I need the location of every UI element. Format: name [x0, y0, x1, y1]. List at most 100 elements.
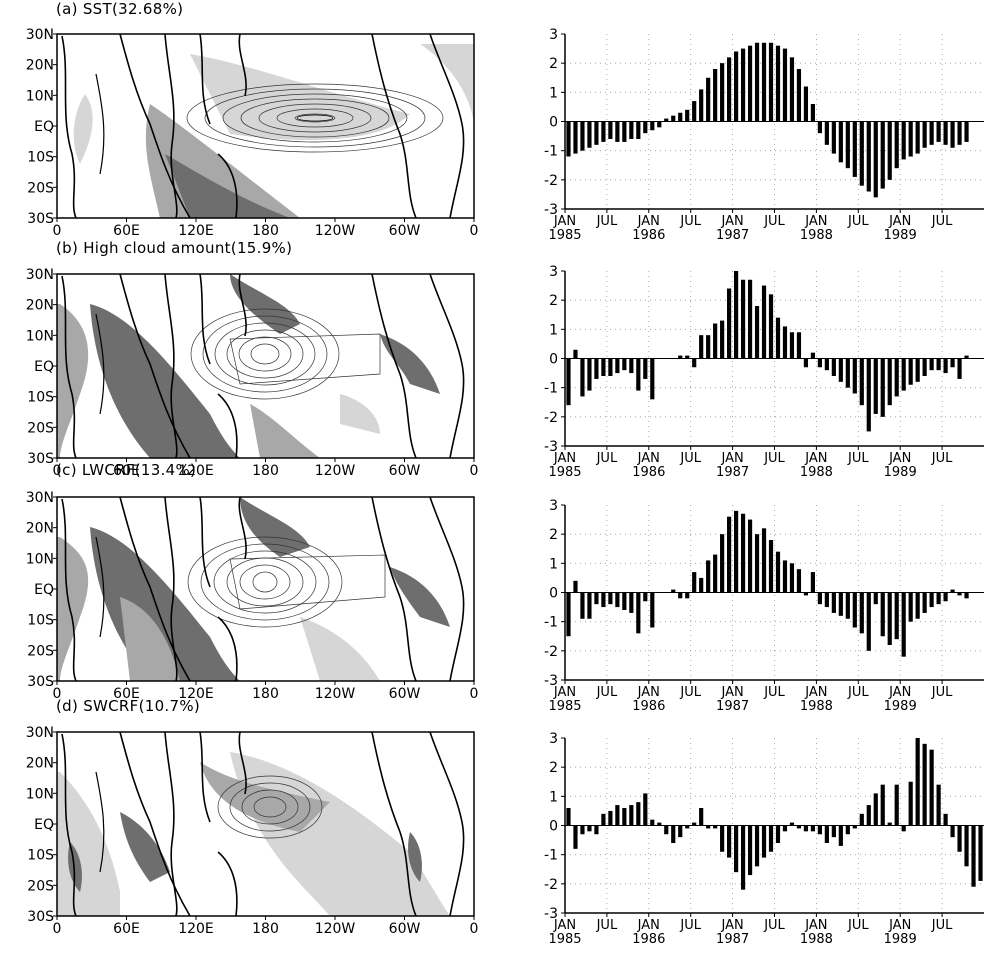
data-bar — [831, 121, 836, 154]
data-bar — [727, 516, 732, 593]
data-bar — [789, 57, 795, 122]
data-bar — [901, 358, 906, 391]
x-tick-month-label: JUL — [763, 918, 785, 933]
y-tick-label: 2 — [549, 760, 558, 776]
data-bar — [720, 825, 725, 852]
data-bar — [845, 121, 850, 169]
data-bar — [810, 572, 816, 593]
data-bar — [950, 589, 955, 593]
data-bar — [601, 813, 606, 826]
x-tick-year-label: 1988 — [800, 465, 833, 480]
data-bar — [838, 592, 843, 616]
data-bar — [901, 592, 906, 657]
data-bar — [880, 358, 885, 417]
data-bar — [580, 358, 585, 397]
data-bar — [615, 592, 620, 608]
x-tick-year-label: 1989 — [884, 932, 917, 947]
map-title-a: (a) SST(32.68%) — [56, 0, 184, 18]
y-tick-label: 1 — [549, 322, 558, 338]
map-x-tick-label: 180 — [252, 686, 279, 702]
data-bar — [852, 825, 857, 829]
data-bar — [671, 825, 676, 843]
map-y-tick-label: 10N — [26, 88, 54, 104]
data-bar — [950, 358, 955, 368]
data-bar — [866, 121, 871, 192]
data-bar — [915, 592, 920, 619]
data-bar — [678, 355, 683, 359]
data-bar — [587, 121, 592, 148]
x-tick-month-label: JAN — [888, 214, 911, 229]
x-tick-month-label: JAN — [720, 685, 743, 700]
data-bar — [657, 822, 662, 826]
map-y-tick-label: 10S — [27, 150, 54, 166]
data-bar — [594, 592, 599, 605]
data-bar — [622, 808, 627, 826]
data-bar — [964, 355, 969, 359]
data-bar — [733, 825, 739, 873]
x-tick-month-label: JAN — [804, 918, 827, 933]
data-bar — [789, 822, 795, 826]
data-bar — [796, 569, 802, 593]
data-bar — [915, 358, 920, 382]
data-bar — [643, 358, 648, 379]
map-y-tick-label: 20N — [26, 521, 54, 537]
map-x-tick-label: 60E — [113, 223, 140, 239]
data-bar — [761, 42, 767, 122]
map-y-tick-label: 10S — [27, 848, 54, 864]
data-bar — [796, 69, 802, 122]
data-bar — [622, 358, 627, 371]
y-tick-label: 1 — [549, 789, 558, 805]
data-bar — [706, 825, 711, 829]
x-tick-month-label: JUL — [847, 451, 869, 466]
data-bar — [636, 358, 641, 391]
map-y-tick-label: 10N — [26, 551, 54, 567]
map-x-tick-label: 120E — [178, 921, 214, 937]
x-tick-month-label: JAN — [888, 918, 911, 933]
data-bar — [852, 121, 857, 177]
data-bar — [824, 592, 829, 608]
x-tick-year-label: 1985 — [548, 228, 581, 243]
data-bar — [880, 121, 885, 189]
data-bar — [587, 358, 592, 391]
map-y-tick-label: 10N — [26, 786, 54, 802]
data-bar — [706, 335, 711, 359]
data-bar — [650, 819, 655, 826]
x-tick-year-label: 1988 — [800, 228, 833, 243]
map-x-tick-label: 120E — [178, 463, 214, 479]
map-y-tick-label: EQ — [34, 359, 54, 375]
data-bar — [580, 121, 585, 151]
x-tick-year-label: 1988 — [800, 699, 833, 714]
map-x-tick-label: 0 — [470, 463, 479, 479]
x-tick-year-label: 1989 — [884, 699, 917, 714]
data-bar — [733, 510, 739, 593]
data-bar — [775, 825, 781, 843]
map-y-tick-label: EQ — [34, 817, 54, 833]
data-bar — [747, 825, 753, 876]
map-x-tick-label: 0 — [470, 921, 479, 937]
data-bar — [887, 358, 892, 406]
data-bar — [866, 358, 871, 432]
x-tick-year-label: 1987 — [716, 699, 749, 714]
data-bar — [615, 358, 620, 374]
data-bar — [671, 358, 676, 359]
data-bar — [768, 825, 774, 852]
data-bar — [817, 358, 822, 368]
data-bar — [831, 825, 836, 838]
data-bar — [873, 358, 878, 414]
map-y-tick-label: 20S — [27, 420, 54, 436]
x-tick-month-label: JAN — [637, 214, 660, 229]
data-bar — [594, 121, 599, 145]
x-tick-year-label: 1989 — [884, 228, 917, 243]
data-bar — [852, 358, 857, 394]
data-bar — [615, 805, 620, 826]
x-tick-month-label: JAN — [553, 918, 576, 933]
data-bar — [692, 101, 697, 122]
data-bar — [803, 358, 809, 368]
y-tick-label: 2 — [549, 293, 558, 309]
y-tick-label: -2 — [544, 173, 558, 189]
data-bar — [936, 784, 941, 826]
data-bar — [629, 592, 634, 613]
x-tick-month-label: JAN — [888, 451, 911, 466]
data-bar — [817, 121, 822, 134]
